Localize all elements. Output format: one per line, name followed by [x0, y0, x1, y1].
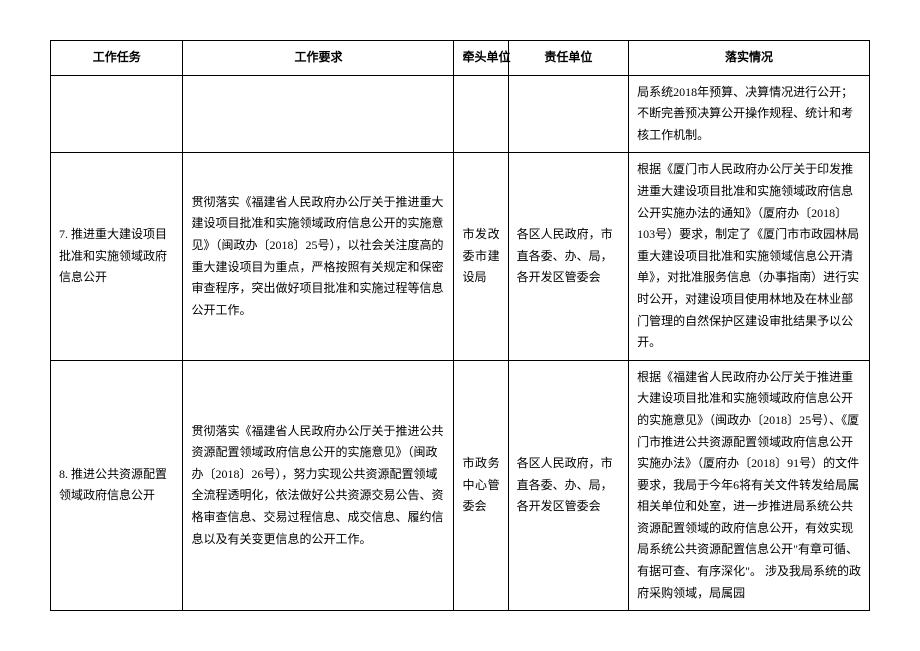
table-header-row: 工作任务 工作要求 牵头单位 责任单位 落实情况: [51, 41, 870, 76]
header-task: 工作任务: [51, 41, 183, 76]
cell-requirement: 贯彻落实《福建省人民政府办公厅关于推进重大建设项目批准和实施领域政府信息公开的实…: [183, 153, 454, 360]
cell-responsible: 各区人民政府，市直各委、办、局，各开发区管委会: [508, 360, 628, 611]
header-lead: 牵头单位: [454, 41, 508, 76]
policy-table: 工作任务 工作要求 牵头单位 责任单位 落实情况 局系统2018年预算、决算情况…: [50, 40, 870, 611]
cell-task: 8. 推进公共资源配置领域政府信息公开: [51, 360, 183, 611]
cell-requirement: 贯彻落实《福建省人民政府办公厅关于推进公共资源配置领域政府信息公开的实施意见》（…: [183, 360, 454, 611]
cell-responsible: [508, 75, 628, 153]
header-implementation: 落实情况: [629, 41, 870, 76]
cell-requirement: [183, 75, 454, 153]
table-row: 局系统2018年预算、决算情况进行公开；不断完善预决算公开操作规程、统计和考核工…: [51, 75, 870, 153]
cell-responsible: 各区人民政府，市直各委、办、局，各开发区管委会: [508, 153, 628, 360]
cell-task: [51, 75, 183, 153]
cell-lead: 市政务中心管委会: [454, 360, 508, 611]
cell-lead: 市发改委市建设局: [454, 153, 508, 360]
cell-task: 7. 推进重大建设项目批准和实施领域政府信息公开: [51, 153, 183, 360]
cell-lead: [454, 75, 508, 153]
header-requirement: 工作要求: [183, 41, 454, 76]
cell-implementation: 根据《福建省人民政府办公厅关于推进重大建设项目批准和实施领域政府信息公开的实施意…: [629, 360, 870, 611]
cell-implementation: 局系统2018年预算、决算情况进行公开；不断完善预决算公开操作规程、统计和考核工…: [629, 75, 870, 153]
header-responsible: 责任单位: [508, 41, 628, 76]
table-row: 8. 推进公共资源配置领域政府信息公开 贯彻落实《福建省人民政府办公厅关于推进公…: [51, 360, 870, 611]
cell-implementation: 根据《厦门市人民政府办公厅关于印发推进重大建设项目批准和实施领域政府信息公开实施…: [629, 153, 870, 360]
table-row: 7. 推进重大建设项目批准和实施领域政府信息公开 贯彻落实《福建省人民政府办公厅…: [51, 153, 870, 360]
